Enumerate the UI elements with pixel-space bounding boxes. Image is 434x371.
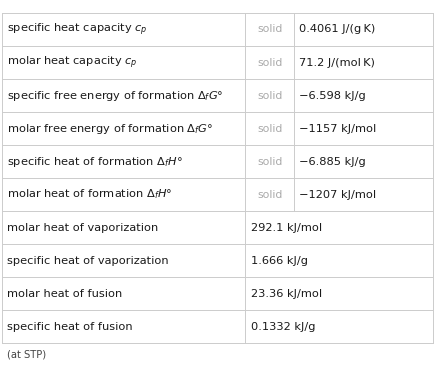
Text: specific heat of vaporization: specific heat of vaporization — [7, 256, 169, 266]
Text: solid: solid — [256, 58, 282, 68]
Text: solid: solid — [256, 24, 282, 35]
Text: molar heat of fusion: molar heat of fusion — [7, 289, 122, 299]
Text: molar free energy of formation $\Delta_f G°$: molar free energy of formation $\Delta_f… — [7, 122, 213, 135]
Text: −6.885 kJ/g: −6.885 kJ/g — [299, 157, 365, 167]
Text: 71.2 J/(mol K): 71.2 J/(mol K) — [299, 58, 375, 68]
Text: 0.4061 J/(g K): 0.4061 J/(g K) — [299, 24, 375, 35]
Text: specific free energy of formation $\Delta_f G°$: specific free energy of formation $\Delt… — [7, 89, 224, 102]
Text: −1207 kJ/mol: −1207 kJ/mol — [299, 190, 376, 200]
Text: solid: solid — [256, 91, 282, 101]
Text: specific heat capacity $c_p$: specific heat capacity $c_p$ — [7, 21, 148, 38]
Text: solid: solid — [256, 124, 282, 134]
Text: −1157 kJ/mol: −1157 kJ/mol — [299, 124, 376, 134]
Text: molar heat of vaporization: molar heat of vaporization — [7, 223, 158, 233]
Text: specific heat of fusion: specific heat of fusion — [7, 322, 133, 332]
Text: −6.598 kJ/g: −6.598 kJ/g — [299, 91, 365, 101]
Text: molar heat of formation $\Delta_f H°$: molar heat of formation $\Delta_f H°$ — [7, 188, 173, 201]
Text: molar heat capacity $c_p$: molar heat capacity $c_p$ — [7, 54, 138, 71]
Text: specific heat of formation $\Delta_f H°$: specific heat of formation $\Delta_f H°$ — [7, 155, 183, 168]
Text: 292.1 kJ/mol: 292.1 kJ/mol — [250, 223, 321, 233]
Text: 0.1332 kJ/g: 0.1332 kJ/g — [250, 322, 315, 332]
Text: solid: solid — [256, 190, 282, 200]
Text: 1.666 kJ/g: 1.666 kJ/g — [250, 256, 307, 266]
Text: (at STP): (at STP) — [7, 350, 46, 360]
Text: 23.36 kJ/mol: 23.36 kJ/mol — [250, 289, 321, 299]
Text: solid: solid — [256, 157, 282, 167]
